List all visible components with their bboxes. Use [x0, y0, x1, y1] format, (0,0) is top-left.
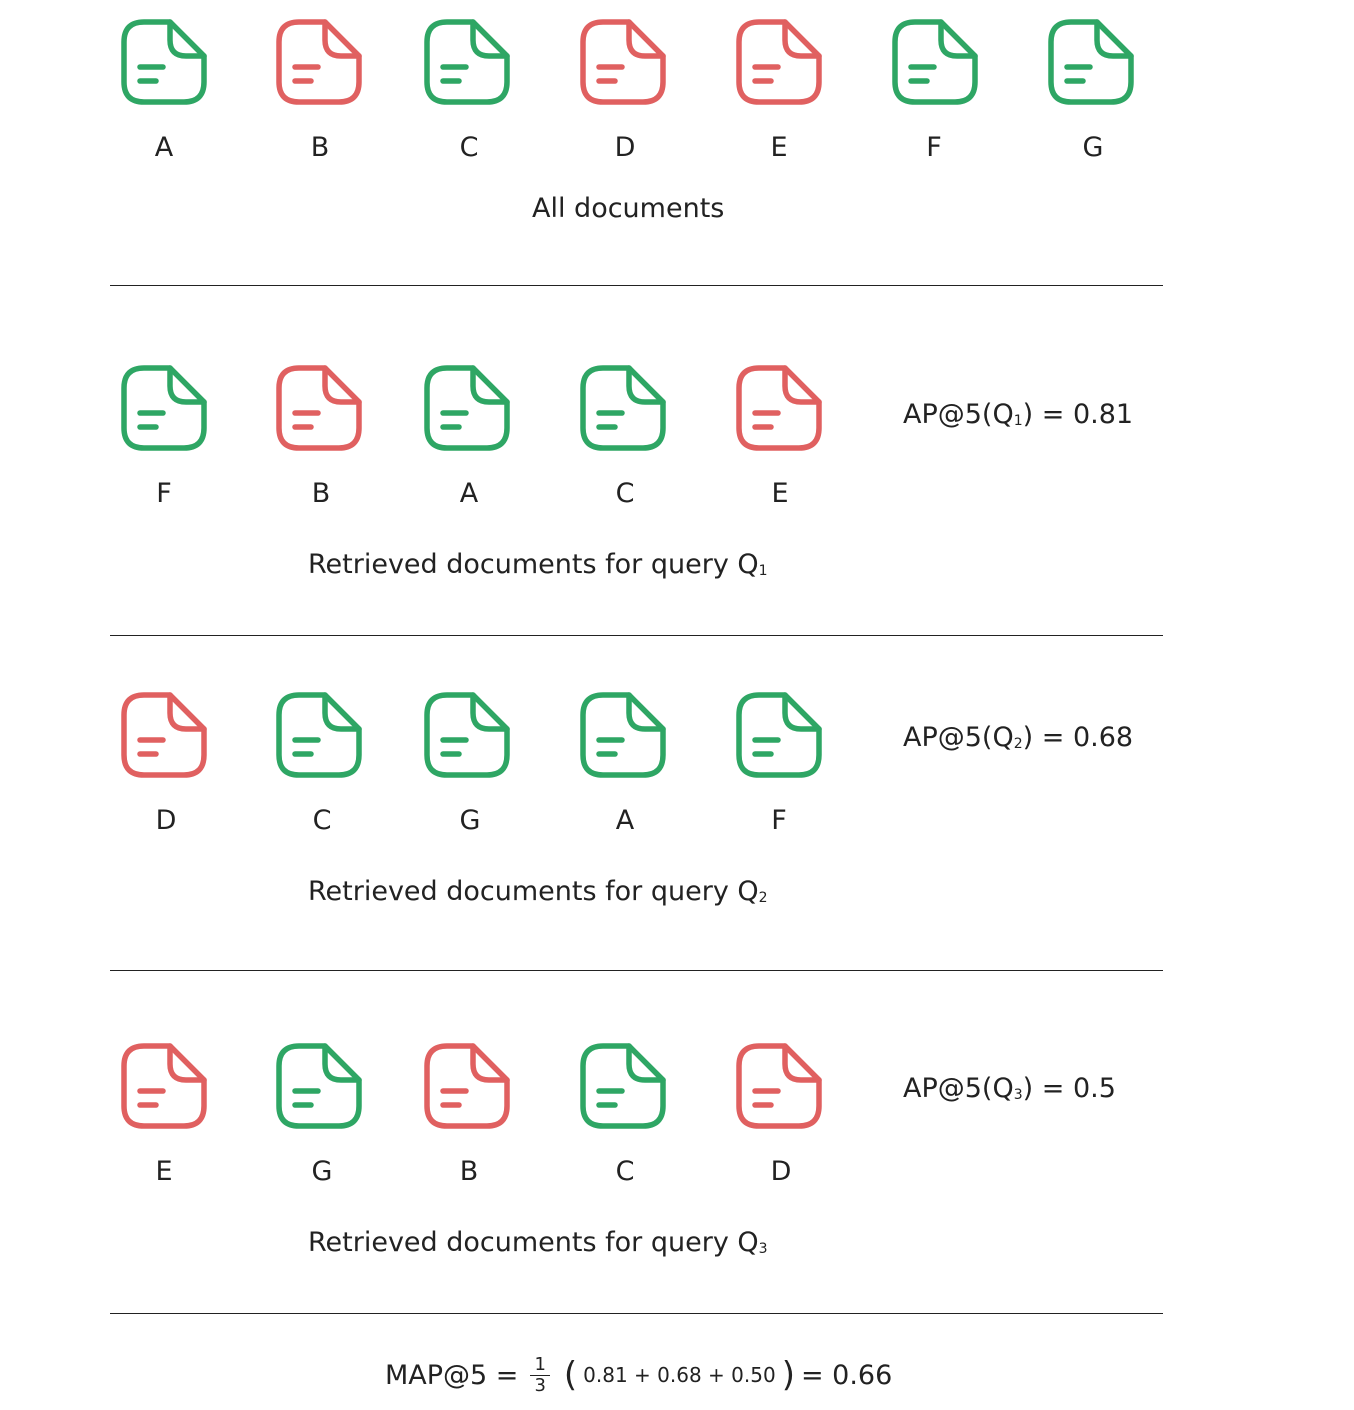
document-icon-a	[118, 16, 210, 108]
document-icon-g	[1045, 16, 1137, 108]
map-formula: MAP@5 = 1 3 ( 0.81 + 0.68 + 0.50 ) = 0.6…	[385, 1345, 892, 1405]
doc-label: B	[310, 132, 330, 163]
all-documents-caption: All documents	[532, 193, 725, 224]
ap-score-q3: AP@5(Q3) = 0.5	[903, 1073, 1116, 1111]
ap-subscript: 1	[1013, 413, 1023, 429]
document-icon-g	[273, 1040, 365, 1132]
ap-sum: 0.81 + 0.68 + 0.50	[583, 1363, 776, 1387]
doc-label: F	[926, 132, 942, 163]
document-icon-d	[118, 689, 210, 781]
doc-label: C	[615, 1156, 635, 1187]
caption-text: Retrieved documents for query Q	[308, 876, 759, 907]
doc-label: G	[459, 805, 481, 836]
document-icon-c	[421, 16, 513, 108]
caption-subscript: 1	[758, 563, 768, 579]
doc-label: G	[1082, 132, 1104, 163]
map-lhs: MAP@5 =	[385, 1359, 519, 1391]
ap-score-q2: AP@5(Q2) = 0.68	[903, 722, 1133, 760]
document-icon-d	[577, 16, 669, 108]
ap-subscript: 2	[1013, 736, 1023, 752]
fraction-numerator: 1	[530, 1354, 550, 1376]
query-2-caption: Retrieved documents for query Q2	[308, 876, 768, 914]
doc-label: C	[312, 805, 332, 836]
ap-label: AP@5(Q	[903, 1073, 1014, 1104]
doc-label: D	[770, 1156, 792, 1187]
doc-label: B	[459, 1156, 479, 1187]
doc-label: G	[311, 1156, 333, 1187]
doc-label: A	[154, 132, 174, 163]
doc-label: B	[311, 478, 331, 509]
document-icon-d	[733, 1040, 825, 1132]
doc-label: A	[615, 805, 635, 836]
fraction: 1 3	[530, 1354, 550, 1396]
document-icon-b	[273, 362, 365, 454]
ap-label: AP@5(Q	[903, 722, 1014, 753]
doc-label: A	[459, 478, 479, 509]
doc-label: F	[771, 805, 787, 836]
caption-text: Retrieved documents for query Q	[308, 1227, 759, 1258]
document-icon-e	[733, 362, 825, 454]
document-icon-f	[889, 16, 981, 108]
document-icon-c	[577, 1040, 669, 1132]
doc-label: E	[770, 132, 788, 163]
section-divider	[110, 970, 1163, 971]
doc-label: C	[615, 478, 635, 509]
document-icon-a	[577, 689, 669, 781]
document-icon-e	[733, 16, 825, 108]
doc-label: D	[614, 132, 636, 163]
caption-subscript: 2	[758, 890, 768, 906]
section-divider	[110, 635, 1163, 636]
document-icon-c	[577, 362, 669, 454]
map-result: = 0.66	[800, 1359, 893, 1391]
document-icon-b	[421, 1040, 513, 1132]
close-paren: )	[781, 1355, 795, 1395]
ap-value: ) = 0.81	[1022, 399, 1134, 430]
document-icon-b	[273, 16, 365, 108]
document-icon-g	[421, 689, 513, 781]
query-3-caption: Retrieved documents for query Q3	[308, 1227, 768, 1265]
query-1-caption: Retrieved documents for query Q1	[308, 549, 768, 587]
ap-label: AP@5(Q	[903, 399, 1014, 430]
ap-subscript: 3	[1013, 1087, 1023, 1103]
ap-score-q1: AP@5(Q1) = 0.81	[903, 399, 1133, 437]
doc-label: C	[459, 132, 479, 163]
caption-text: Retrieved documents for query Q	[308, 549, 759, 580]
section-divider	[110, 285, 1163, 286]
document-icon-f	[118, 362, 210, 454]
document-icon-a	[421, 362, 513, 454]
doc-label: D	[155, 805, 177, 836]
ap-value: ) = 0.5	[1022, 1073, 1116, 1104]
caption-subscript: 3	[758, 1241, 768, 1257]
doc-label: E	[771, 478, 789, 509]
doc-label: F	[156, 478, 172, 509]
fraction-denominator: 3	[534, 1374, 546, 1396]
document-icon-f	[733, 689, 825, 781]
document-icon-e	[118, 1040, 210, 1132]
document-icon-c	[273, 689, 365, 781]
section-divider	[110, 1313, 1163, 1314]
doc-label: E	[155, 1156, 173, 1187]
open-paren: (	[563, 1355, 578, 1395]
ap-value: ) = 0.68	[1022, 722, 1134, 753]
